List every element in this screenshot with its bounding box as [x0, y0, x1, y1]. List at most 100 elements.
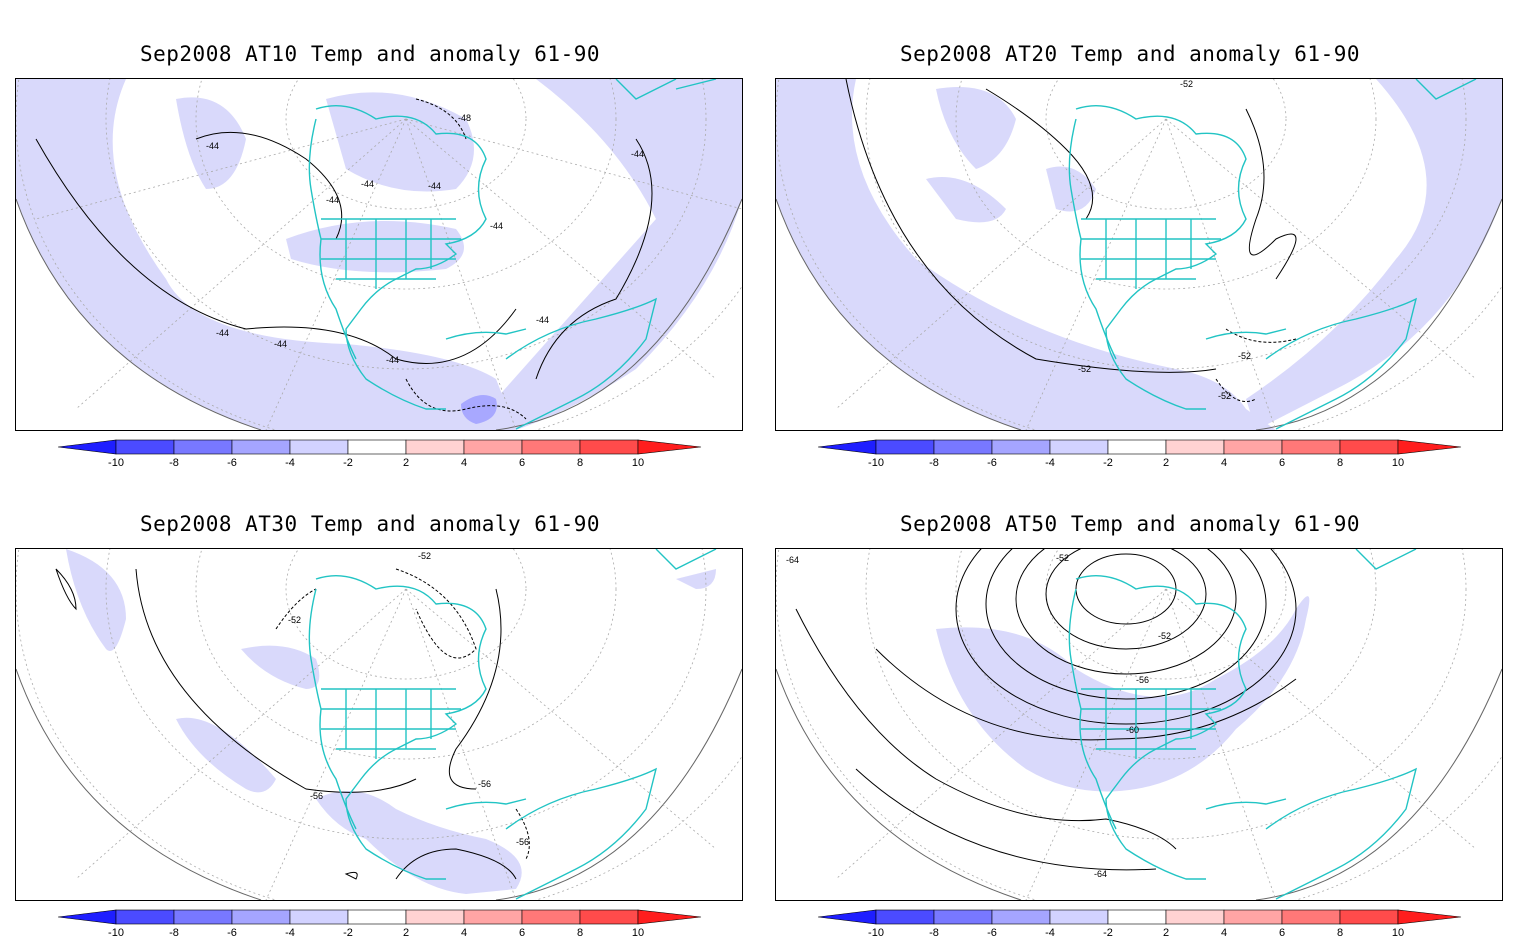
colorbar-segment — [347, 439, 407, 455]
colorbar-segment — [289, 909, 349, 925]
colorbar-tick-label: -8 — [169, 927, 179, 939]
projection-edge — [16, 668, 742, 900]
colorbar-tick-label: -2 — [343, 457, 353, 469]
colorbar-arrow-low — [818, 909, 877, 925]
contour-label: -44 — [326, 195, 339, 205]
colorbar-tick-label: -10 — [108, 927, 124, 939]
colorbar-tick-label: -8 — [929, 457, 939, 469]
contour-label: -44 — [631, 149, 644, 159]
panel-title: Sep2008 AT50 Temp and anomaly 61-90 — [899, 512, 1360, 536]
temperature-contours — [795, 549, 1297, 871]
colorbar-arrow-high — [637, 439, 702, 455]
contour-label: -52 — [1078, 364, 1091, 374]
contour-label: -44 — [386, 355, 399, 365]
colorbar-tick-label: -4 — [285, 457, 295, 469]
contour-label: -64 — [786, 555, 799, 565]
anomaly-fill-south — [316, 791, 522, 894]
map-at30: -52 -52 -56 -56 -56 — [15, 548, 743, 901]
anomaly-fill-central — [926, 177, 1006, 223]
contour-label: -44 — [361, 179, 374, 189]
coastlines — [1068, 79, 1477, 430]
colorbar-tick-label: 10 — [632, 927, 644, 939]
coastlines — [308, 79, 717, 430]
colorbar-tick-label: -10 — [868, 927, 884, 939]
colorbar-segment — [231, 909, 291, 925]
contour-label: -52 — [1056, 553, 1069, 563]
contour-labels: -52 -52 -52 -52 — [1078, 79, 1251, 401]
panel-at50: Sep2008 AT50 Temp and anomaly 61-90 — [760, 470, 1503, 940]
contour-labels: -52 -52 -56 -56 -56 — [288, 551, 529, 847]
colorbar-segment — [289, 439, 349, 455]
colorbar-segment — [579, 909, 639, 925]
colorbar-segment — [463, 439, 523, 455]
colorbar-arrow-low — [58, 909, 117, 925]
contour-label: -44 — [536, 315, 549, 325]
contour-label: -52 — [1218, 391, 1231, 401]
colorbar-tick-label: -6 — [987, 457, 997, 469]
colorbar-arrow-high — [637, 909, 702, 925]
anomaly-fill-outer-right — [1246, 79, 1502, 430]
colorbar-segment — [521, 439, 581, 455]
colorbar-segment — [991, 909, 1051, 925]
anomaly-fill-central — [241, 645, 320, 689]
colorbar-segment — [1223, 439, 1283, 455]
temperature-contours — [55, 568, 530, 880]
lat-lon-grid — [16, 79, 742, 430]
colorbar-segment — [933, 909, 993, 925]
projection-edge — [16, 198, 742, 430]
colorbar-tick-label: 4 — [1221, 457, 1227, 469]
colorbar-arrow-high — [1397, 909, 1462, 925]
colorbar-tick-label: -4 — [285, 927, 295, 939]
contour-label: -56 — [310, 791, 323, 801]
contour-label: -44 — [428, 181, 441, 191]
colorbar-tick-label: -10 — [868, 457, 884, 469]
temperature-contours — [35, 98, 653, 420]
colorbar-tick-label: 2 — [403, 927, 409, 939]
colorbar-tick-label: 10 — [1392, 457, 1404, 469]
contour-label: -52 — [288, 615, 301, 625]
colorbar-segment — [875, 439, 935, 455]
panel-at20: Sep2008 AT20 Temp and anomaly 61-90 — [760, 0, 1503, 470]
colorbar-segment — [579, 439, 639, 455]
colorbar-segment — [1165, 909, 1225, 925]
colorbar-segment — [1223, 909, 1283, 925]
colorbar-segment — [1281, 439, 1341, 455]
colorbar-tick-label: -8 — [169, 457, 179, 469]
colorbar-segment — [875, 909, 935, 925]
colorbar-tick-label: 8 — [577, 927, 583, 939]
colorbar-tick-label: 6 — [519, 457, 525, 469]
lat-lon-grid — [16, 549, 742, 900]
colorbar-tick-label: -6 — [227, 457, 237, 469]
colorbar-tick-label: -2 — [343, 927, 353, 939]
panel-at30: Sep2008 AT30 Temp and anomaly 61-90 — [0, 470, 743, 940]
contour-label: -56 — [516, 837, 529, 847]
colorbar-tick-label: -6 — [227, 927, 237, 939]
colorbar-tick-label: 2 — [403, 457, 409, 469]
colorbar-segment — [933, 439, 993, 455]
colorbar-segment — [463, 909, 523, 925]
colorbar-segment — [347, 909, 407, 925]
contour-label: -44 — [216, 328, 229, 338]
anomaly-fill-outer — [776, 79, 1276, 430]
colorbar-tick-label: 8 — [1337, 927, 1343, 939]
colorbar-tick-label: 8 — [1337, 457, 1343, 469]
anomaly-fill-north — [326, 92, 474, 192]
colorbar-tick-label: -6 — [987, 927, 997, 939]
panel-title: Sep2008 AT30 Temp and anomaly 61-90 — [139, 512, 600, 536]
contour-label: -52 — [1158, 631, 1171, 641]
colorbar: -10 -8 -6 -4 -2 2 4 6 8 10 — [818, 439, 1462, 469]
contour-label: -52 — [1180, 79, 1193, 89]
colorbar-segment — [521, 909, 581, 925]
contour-label: -44 — [490, 221, 503, 231]
panel-title: Sep2008 AT20 Temp and anomaly 61-90 — [899, 42, 1360, 66]
coastlines — [1068, 549, 1418, 900]
colorbar: -10 -8 -6 -4 -2 2 4 6 8 10 — [818, 909, 1462, 939]
colorbar-segment — [1339, 439, 1399, 455]
colorbar-tick-label: 8 — [577, 457, 583, 469]
contour-label: -52 — [418, 551, 431, 561]
colorbar-tick-label: -2 — [1103, 457, 1113, 469]
anomaly-fill-northeast — [676, 569, 716, 589]
colorbar-segment — [173, 909, 233, 925]
anomaly-fill-outer — [16, 79, 516, 430]
colorbar-segment — [173, 439, 233, 455]
